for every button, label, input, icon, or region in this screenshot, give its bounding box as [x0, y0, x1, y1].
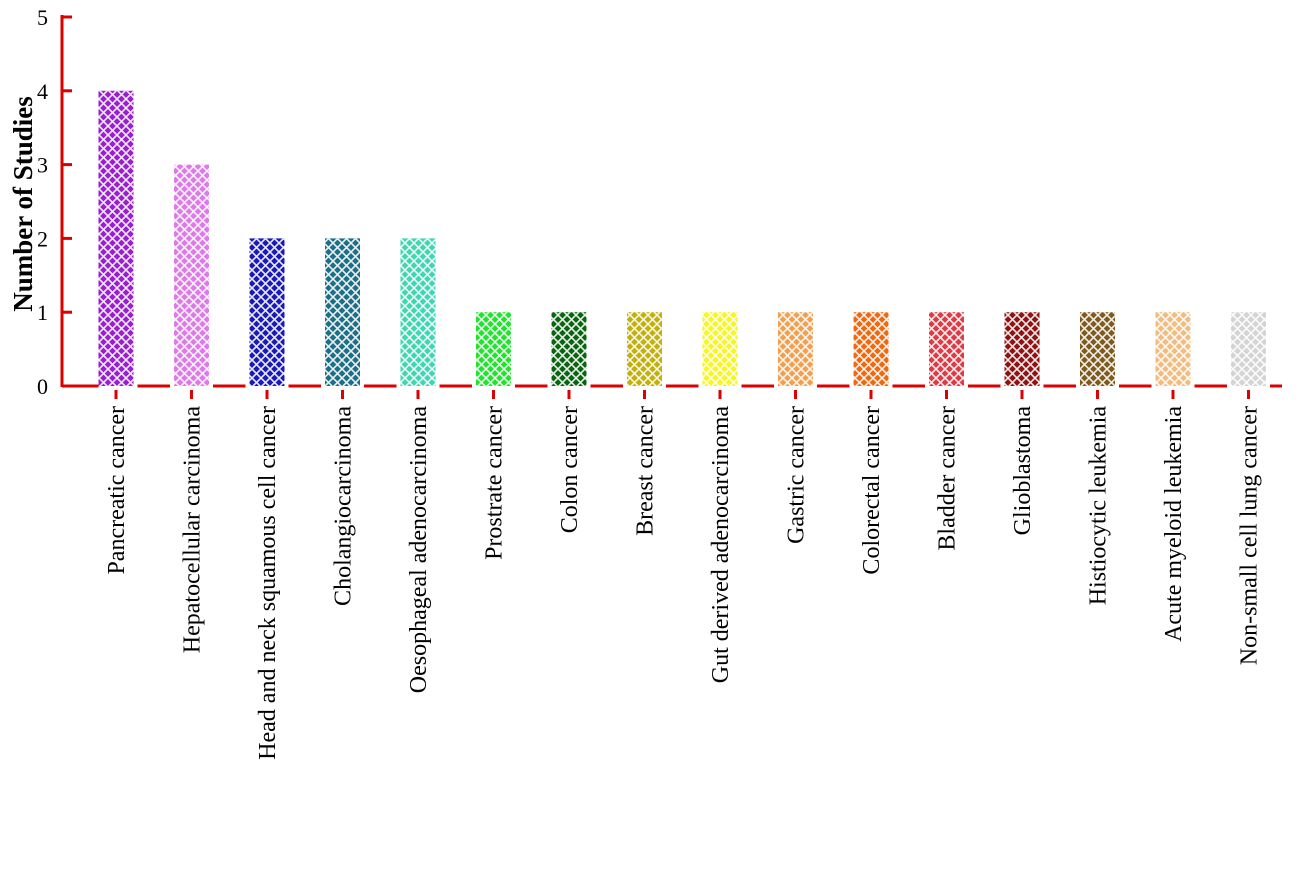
bar-hatch [174, 164, 209, 386]
x-category-label: Gut derived adenocarcinoma [708, 406, 734, 684]
x-category-label: Hepatocellular carcinoma [180, 406, 206, 654]
x-category-label: Pancreatic cancer [104, 406, 130, 575]
x-category-label: Bladder cancer [935, 406, 961, 551]
x-category-label: Prostrate cancer [482, 406, 508, 560]
bar-hatch [929, 312, 964, 386]
x-category-label: Gastric cancer [784, 406, 810, 544]
x-category-label: Cholangiocarcinoma [331, 406, 357, 606]
bar-hatch [778, 312, 813, 386]
y-tick-label: 0 [37, 374, 48, 399]
x-category-label: Acute myeloid leukemia [1161, 406, 1187, 642]
y-tick-label: 2 [37, 226, 48, 251]
bar-hatch [702, 312, 738, 386]
axes-group [60, 15, 1282, 399]
bar-hatch [627, 312, 662, 386]
x-category-label: Colorectal cancer [859, 406, 885, 575]
y-tick-label: 3 [37, 153, 48, 178]
labels-group: 0 1 2 3 4 5 Pancreatic cancer Hepatocellular ca… [37, 5, 1263, 760]
x-category-label: Histiocytic leukemia [1086, 406, 1112, 606]
bar-hatch [551, 312, 587, 386]
bar-hatch [1231, 312, 1266, 386]
bars-group [98, 90, 1266, 387]
x-category-label: Colon cancer [557, 406, 583, 533]
bar-hatch [1004, 312, 1040, 386]
x-category-label: Oesophageal adenocarcinoma [406, 406, 432, 694]
y-tick-label: 5 [37, 5, 48, 30]
bar-hatch [98, 90, 134, 387]
bar-hatch [325, 238, 360, 386]
y-tick-label: 1 [37, 300, 48, 325]
bar-hatch [1080, 312, 1115, 386]
bar-hatch [400, 238, 436, 386]
x-category-label: Breast cancer [633, 406, 659, 536]
bar-hatch [853, 312, 889, 386]
x-category-label: Head and neck squamous cell cancer [255, 406, 281, 760]
x-category-label: Non-small cell lung cancer [1237, 406, 1263, 665]
bar-hatch [476, 312, 511, 386]
y-axis-title: Number of Studies [8, 96, 38, 312]
y-tick-label: 4 [37, 79, 48, 104]
x-category-label: Glioblastoma [1010, 406, 1036, 536]
bar-hatch [249, 238, 285, 386]
bar-hatch [1155, 312, 1191, 386]
